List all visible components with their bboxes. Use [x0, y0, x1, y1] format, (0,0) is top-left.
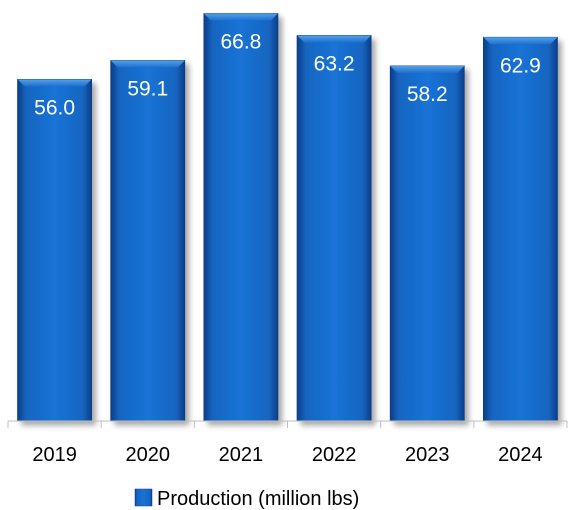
data-label: 56.0	[34, 96, 75, 119]
bar-body	[203, 13, 279, 422]
data-label: 62.9	[500, 54, 541, 77]
bars-layer	[17, 13, 558, 422]
bar-bevel	[483, 37, 558, 45]
bar-2024	[483, 36, 558, 422]
bar-2022	[296, 35, 372, 422]
data-label: 63.2	[314, 52, 355, 75]
legend: Production (million lbs)	[134, 488, 359, 510]
bar-2019	[17, 79, 92, 422]
x-tick-label: 2020	[126, 444, 171, 466]
data-label: 66.8	[220, 31, 261, 54]
bar-bevel	[390, 65, 465, 73]
ticks-layer	[7, 421, 568, 428]
bar-bevel	[17, 79, 92, 87]
data-label: 59.1	[127, 77, 168, 100]
bar-bevel	[110, 60, 185, 68]
bar-bevel	[203, 13, 278, 21]
x-tick-label: 2021	[219, 444, 264, 466]
bar-body	[389, 65, 465, 422]
bar-bevel	[297, 35, 372, 43]
bar-2020	[110, 60, 186, 422]
bar-body	[110, 60, 186, 422]
legend-label: Production (million lbs)	[157, 488, 359, 510]
bar-body	[483, 36, 558, 422]
bar-body	[17, 79, 92, 422]
legend-swatch	[134, 488, 153, 507]
x-tick-label: 2023	[405, 444, 450, 466]
bar-2021	[203, 13, 279, 422]
data-label: 58.2	[407, 83, 448, 106]
bar-2023	[389, 65, 465, 422]
x-tick-label: 2024	[498, 444, 543, 466]
x-tick-label: 2019	[32, 444, 77, 466]
x-tick-label: 2022	[312, 444, 357, 466]
bar-body	[296, 35, 372, 422]
labels-layer: 56.0 2019 59.1 2020 66.8 2021 63.2 2022 58.2 2023…	[32, 31, 542, 466]
